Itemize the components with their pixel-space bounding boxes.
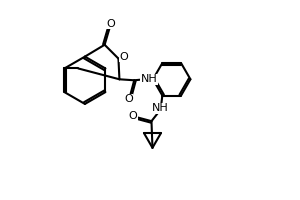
- Text: NH: NH: [141, 74, 158, 84]
- Text: NH: NH: [152, 103, 169, 113]
- Text: O: O: [120, 52, 128, 62]
- Text: O: O: [128, 111, 137, 121]
- Text: O: O: [106, 19, 115, 29]
- Text: O: O: [124, 94, 133, 104]
